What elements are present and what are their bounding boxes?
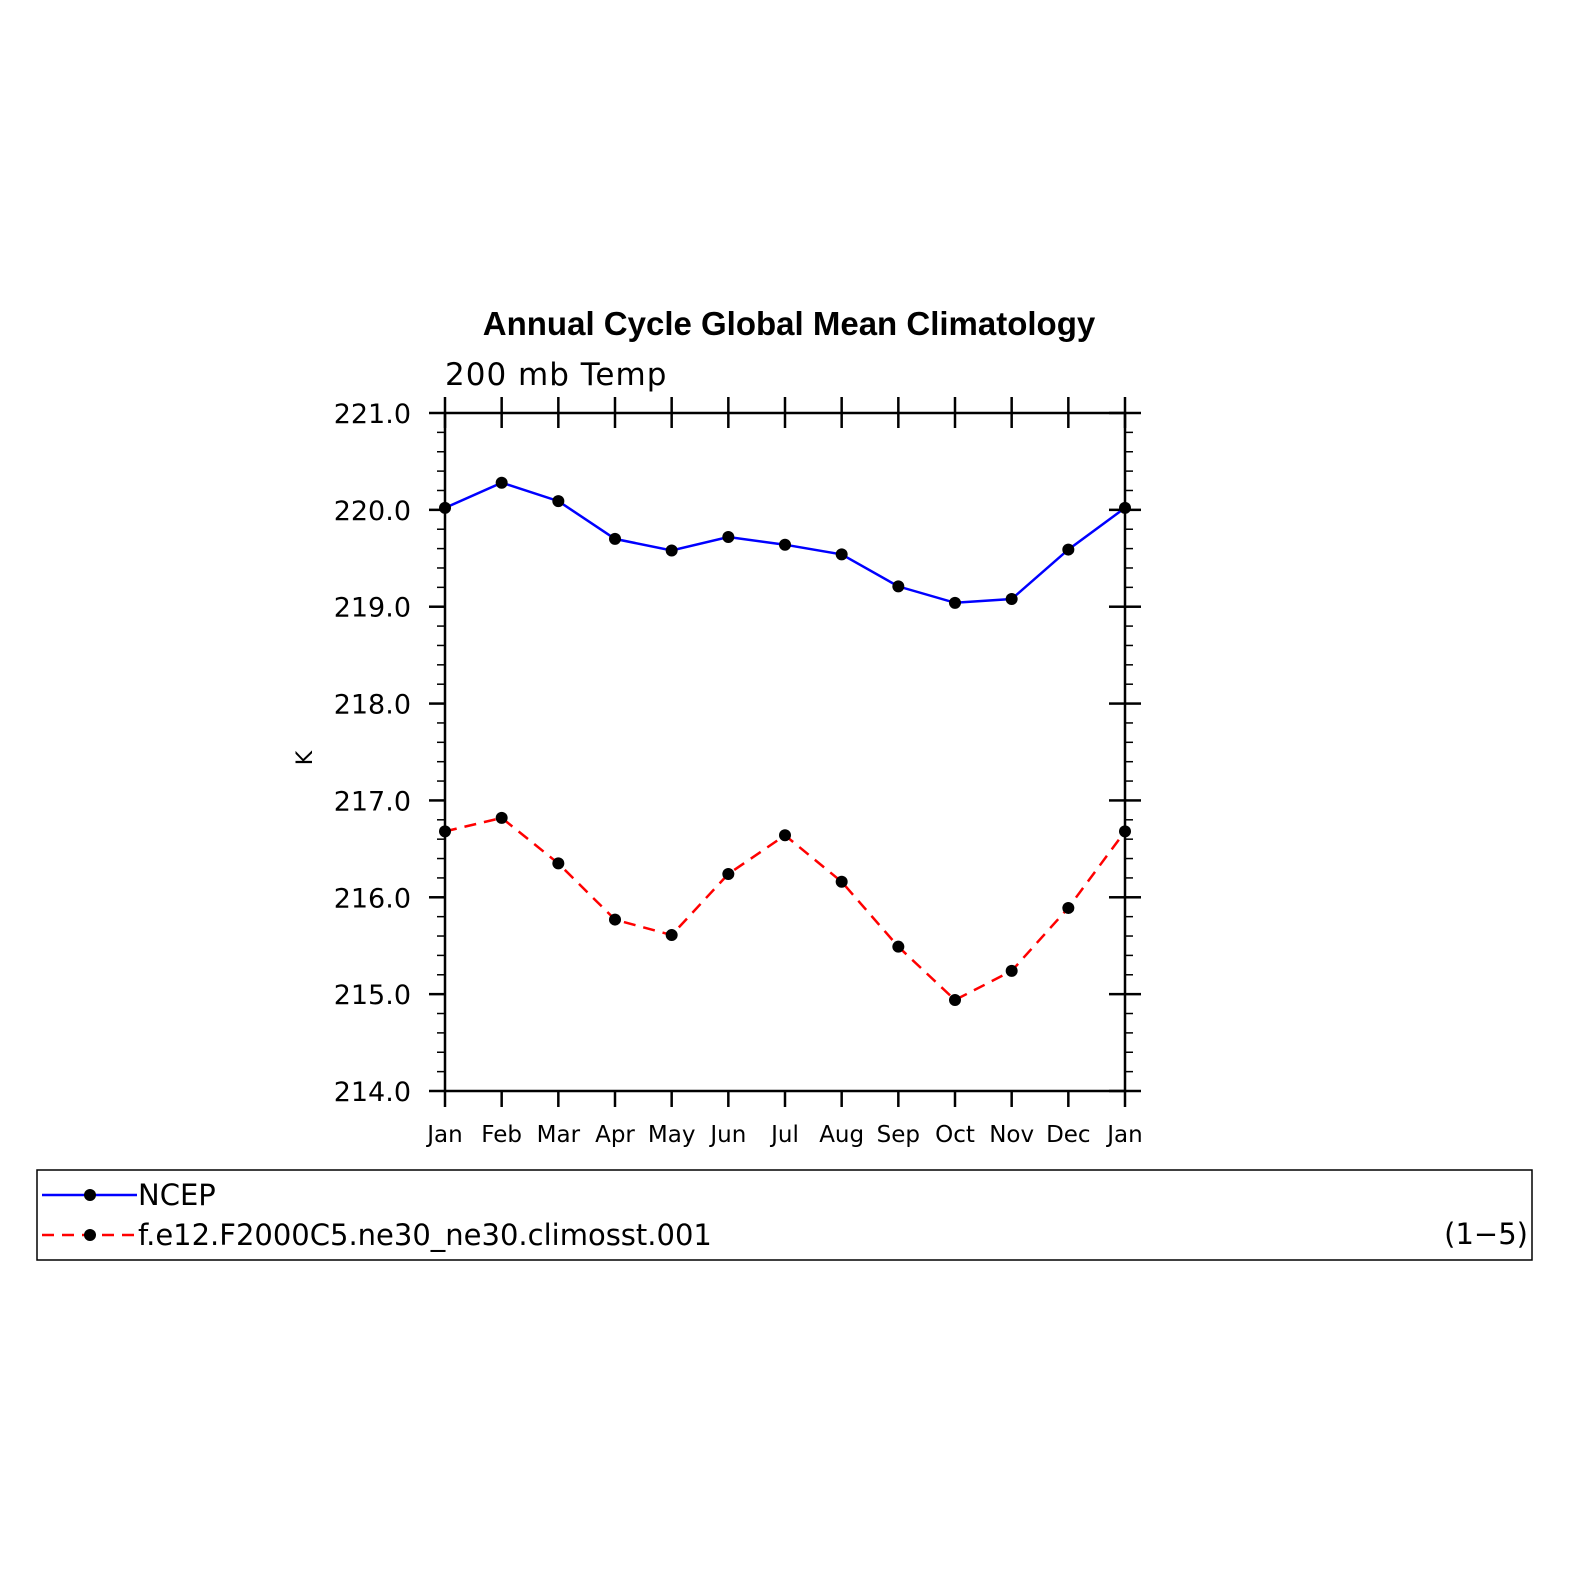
series-2-point (1062, 901, 1075, 914)
chart-title: Annual Cycle Global Mean Climatology (483, 305, 1096, 342)
x-tick-label: Mar (537, 1122, 581, 1148)
x-tick-label: May (648, 1122, 696, 1148)
series-1-point (1062, 543, 1075, 556)
x-tick-label: Aug (819, 1122, 864, 1148)
series-2-point (495, 811, 508, 824)
x-tick-label: Oct (935, 1122, 975, 1148)
x-tick-label: Nov (989, 1122, 1034, 1148)
axis-ticks (429, 397, 1141, 1107)
series-2-point (779, 829, 791, 842)
x-tick-label: Jan (425, 1122, 462, 1148)
x-tick-label: Jan (1105, 1122, 1142, 1148)
x-tick-label: Feb (481, 1122, 522, 1148)
y-tick-label: 215.0 (334, 980, 411, 1011)
legend-box (36, 1169, 1533, 1261)
series-1-point (552, 495, 565, 508)
series-1-point (609, 532, 621, 545)
series-2-point (835, 875, 848, 888)
legend-label-2: f.e12.F2000C5.ne30_ne30.climosst.001 (138, 1218, 712, 1252)
series-1-point (495, 476, 508, 489)
x-tick-label: Apr (595, 1122, 635, 1148)
legend-label-1: NCEP (138, 1178, 216, 1212)
series-2-point (552, 857, 565, 870)
y-tick-label: 220.0 (334, 496, 411, 527)
plot-frame (443, 411, 1127, 1093)
legend-marker-2 (84, 1229, 96, 1241)
series-line-2 (444, 816, 1127, 1002)
x-tick-label: Jun (708, 1122, 746, 1148)
y-tick-label: 214.0 (334, 1077, 411, 1108)
y-tick-label: 221.0 (334, 399, 411, 430)
y-tick-label: 219.0 (334, 593, 411, 624)
series-2-point (1005, 964, 1018, 977)
x-tick-labels: Jan Feb Mar Apr May Jun Jul Aug Sep Oct Nov Dec Jan (425, 1122, 1142, 1148)
series-1-point (1005, 592, 1018, 605)
chart-subtitle: 200 mb Temp (445, 357, 667, 393)
legend-items: NCEP f.e12.F2000C5.ne30_ne30.climosst.001 (42, 1178, 712, 1252)
legend-marker-1 (84, 1189, 96, 1201)
x-tick-label: Jul (769, 1122, 799, 1148)
legend: NCEP f.e12.F2000C5.ne30_ne30.climosst.001… (36, 1169, 1533, 1261)
series-2-point (949, 993, 961, 1006)
series-1-point (892, 580, 905, 593)
series-2-point (609, 913, 621, 926)
series-1-point (949, 596, 961, 609)
series-1-point (779, 538, 791, 551)
series-1-point (665, 544, 678, 557)
series-1-point (722, 530, 735, 543)
y-tick-labels: 214.0 215.0 216.0 217.0 218.0 219.0 220.0 221.0 (334, 399, 411, 1108)
x-tick-label: Dec (1046, 1122, 1091, 1148)
y-tick-label: 216.0 (334, 883, 411, 914)
series-2-point (665, 929, 678, 942)
x-tick-label: Sep (877, 1122, 920, 1148)
legend-annotation: (1−5) (1444, 1217, 1528, 1251)
y-tick-label: 217.0 (334, 786, 411, 817)
y-axis-label: K (293, 750, 318, 765)
series-1-point (835, 548, 848, 561)
series-2-point (722, 868, 735, 881)
series-2-point (892, 940, 905, 953)
y-tick-label: 218.0 (334, 690, 411, 721)
plot-series (439, 476, 1131, 1006)
